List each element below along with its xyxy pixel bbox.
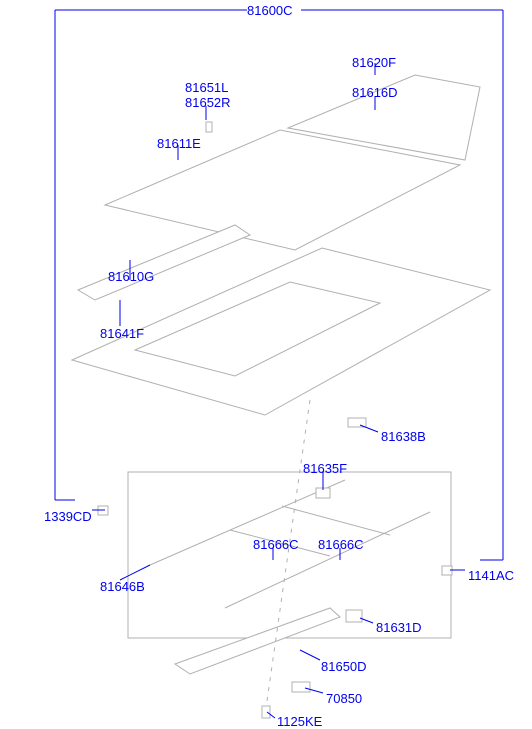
label-81652R: 81652R <box>185 95 231 110</box>
label-81610G: 81610G <box>108 269 154 284</box>
label-81611E: 81611E <box>157 136 201 151</box>
label-81635F: 81635F <box>303 461 347 476</box>
part-mech_box <box>128 472 451 638</box>
part-cross2 <box>282 506 390 535</box>
part-rail_right <box>225 512 430 608</box>
label-81600C: 81600C <box>247 3 293 18</box>
label-81651L: 81651L <box>185 80 228 95</box>
label-81646B: 81646B <box>100 579 145 594</box>
part-member_assy <box>175 608 340 674</box>
label-81638B: 81638B <box>381 429 426 444</box>
label-81641F: 81641F <box>100 326 144 341</box>
parts-diagram <box>0 0 532 727</box>
label-81650D: 81650D <box>321 659 367 674</box>
label-81631D: 81631D <box>376 620 422 635</box>
label-81616D: 81616D <box>352 85 398 100</box>
part-deflector <box>78 225 250 300</box>
label-81666C: 81666C <box>253 537 299 552</box>
label-81666C: 81666C <box>318 537 364 552</box>
label-1339CD: 1339CD <box>44 509 92 524</box>
label-81620F: 81620F <box>352 55 396 70</box>
label-1141AC: 1141AC <box>468 568 514 583</box>
label-70850: 70850 <box>326 691 362 706</box>
